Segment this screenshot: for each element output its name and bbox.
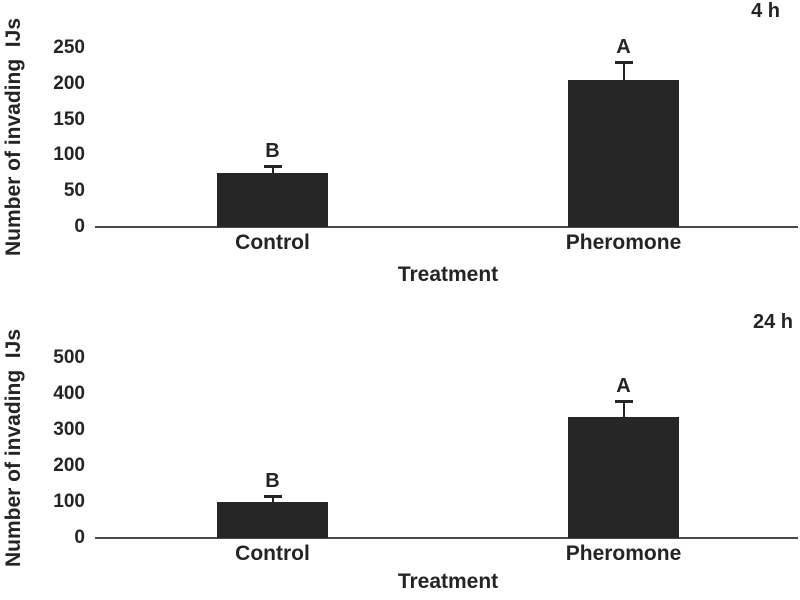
- y-axis-tick-label: 200: [53, 72, 85, 94]
- significance-letter: B: [265, 140, 280, 163]
- axis-baseline: [95, 537, 798, 539]
- y-axis-title: Number of invading IJs: [2, 17, 25, 257]
- panel-time-label: 4 h: [751, 0, 780, 22]
- y-axis-tick-label: 100: [53, 144, 85, 166]
- x-axis-title: Treatment: [397, 263, 499, 286]
- y-axis-tick-label: 0: [74, 216, 85, 237]
- bar-pheromone: [568, 80, 679, 227]
- y-axis-tick-label: 400: [53, 383, 85, 404]
- y-axis-tick-label: 100: [53, 491, 85, 512]
- x-axis-title: Treatment: [397, 570, 499, 593]
- bar-control: [217, 502, 328, 538]
- y-axis-title: Number of invading IJs: [2, 328, 25, 568]
- y-axis-tick-label: 0: [74, 527, 85, 548]
- significance-letter: A: [616, 375, 631, 398]
- bar-pheromone: [568, 417, 679, 538]
- x-category-label: Pheromone: [565, 542, 682, 565]
- error-bar-line: [271, 495, 274, 502]
- error-bar-cap: [614, 61, 633, 65]
- error-bar-cap: [614, 400, 633, 404]
- x-category-label: Control: [235, 542, 310, 565]
- significance-letter: A: [616, 36, 631, 59]
- error-bar-cap: [263, 494, 282, 498]
- error-bar-line: [271, 166, 274, 174]
- y-axis-tick-label: 200: [53, 455, 85, 476]
- error-bar-line: [622, 401, 625, 418]
- bar-control: [217, 173, 328, 227]
- axis-baseline: [95, 226, 798, 228]
- significance-letter: B: [265, 469, 280, 492]
- error-bar-line: [622, 62, 625, 81]
- y-axis-tick-label: 250: [53, 37, 85, 58]
- x-category-label: Control: [235, 231, 310, 254]
- y-axis-tick-label: 50: [63, 180, 85, 202]
- error-bar-cap: [263, 165, 282, 169]
- panel-time-label: 24 h: [752, 311, 793, 333]
- y-axis-tick-label: 500: [53, 347, 85, 368]
- x-category-label: Pheromone: [565, 231, 682, 254]
- y-axis-tick-label: 150: [53, 108, 85, 130]
- y-axis-tick-label: 300: [53, 419, 85, 440]
